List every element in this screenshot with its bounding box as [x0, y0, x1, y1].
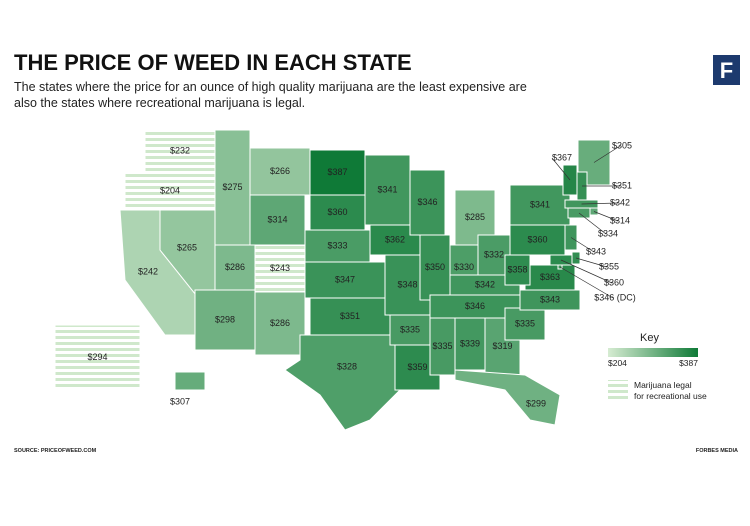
state-label: $319 [492, 341, 512, 351]
state-label: $355 [599, 261, 619, 271]
state [409, 169, 446, 236]
state-label: $294 [87, 352, 107, 362]
state-label: $359 [407, 362, 427, 372]
state-label: $275 [222, 182, 242, 192]
state [304, 229, 371, 263]
state-label: $330 [454, 262, 474, 272]
state [454, 317, 486, 371]
state-label: $363 [540, 272, 560, 282]
leader-line [593, 211, 619, 222]
state-label: $305 [612, 140, 632, 150]
state-label: $307 [170, 396, 190, 406]
state-label: $333 [327, 240, 347, 250]
state-label: $387 [327, 167, 347, 177]
state [124, 171, 216, 211]
state-label: $332 [484, 249, 504, 259]
labels: $232 $204 $242 $275 $266 $314 $265 $286 $243 $298… [87, 140, 635, 408]
state-label: $360 [527, 234, 547, 244]
state-label: $341 [377, 184, 397, 194]
state-label: $346 (DC) [594, 292, 636, 302]
state-label: $298 [215, 314, 235, 324]
state-label: $358 [507, 264, 527, 274]
states [54, 129, 611, 431]
key-legal: for recreational use [634, 391, 707, 401]
key-title: Key [640, 332, 659, 344]
state-label: $341 [530, 199, 550, 209]
state-label: $360 [327, 207, 347, 217]
state-label: $314 [267, 214, 287, 224]
leader-line [578, 212, 607, 235]
state [309, 297, 391, 336]
state-label: $346 [417, 197, 437, 207]
state [309, 194, 366, 231]
state [304, 261, 386, 299]
state [254, 291, 306, 356]
leader-line [575, 257, 608, 268]
state-label: $360 [604, 277, 624, 287]
state-label: $350 [425, 262, 445, 272]
state-label: $299 [526, 398, 546, 408]
state [54, 324, 141, 391]
state-label: $339 [460, 338, 480, 348]
state [174, 371, 206, 391]
subtitle: also the states where recreational marij… [14, 96, 305, 110]
state-label: $328 [337, 361, 357, 371]
state [194, 289, 256, 351]
state-label: $242 [138, 266, 158, 276]
state-label: $265 [177, 242, 197, 252]
state-label: $342 [610, 197, 630, 207]
state [254, 244, 306, 293]
state-label: $351 [340, 311, 360, 321]
state-label: $346 [465, 301, 485, 311]
credit: FORBES MEDIA [696, 448, 738, 454]
state-label: $314 [610, 215, 630, 225]
key-max: $387 [679, 358, 698, 368]
leader-line [570, 237, 595, 253]
state-label: $286 [225, 262, 245, 272]
state-label: $335 [400, 324, 420, 334]
key-legal-swatch [608, 380, 628, 400]
state-label: $362 [385, 234, 405, 244]
leader-line [581, 202, 619, 205]
logo: F [720, 58, 733, 83]
leader-line [560, 259, 613, 284]
state [504, 254, 531, 286]
state-label: $243 [270, 263, 290, 273]
state-label: $347 [335, 274, 355, 284]
state-label: $343 [586, 246, 606, 256]
state [454, 369, 561, 426]
state-label: $351 [612, 180, 632, 190]
state [214, 129, 251, 246]
state [524, 264, 576, 291]
title: THE PRICE OF WEED IN EACH STATE [14, 50, 412, 75]
state-label: $367 [552, 152, 572, 162]
source: SOURCE: PRICEOFWEED.COM [14, 448, 97, 454]
key-legal: Marijuana legal [634, 380, 692, 390]
state [284, 334, 401, 431]
leader-line [593, 145, 621, 163]
state-label: $286 [270, 318, 290, 328]
key-gradient [608, 348, 698, 357]
state-label: $266 [270, 166, 290, 176]
state-label: $348 [397, 279, 417, 289]
state-label: $343 [540, 294, 560, 304]
logo-box [713, 55, 740, 85]
state-label: $232 [170, 145, 190, 155]
state-label: $334 [598, 228, 618, 238]
state-label: $335 [432, 341, 452, 351]
state-label: $204 [160, 185, 180, 195]
subtitle: The states where the price for an ounce … [14, 80, 527, 94]
key-min: $204 [608, 358, 627, 368]
state-label: $342 [475, 279, 495, 289]
state [249, 194, 306, 246]
state-label: $335 [515, 318, 535, 328]
state [144, 129, 216, 173]
state-label: $285 [465, 212, 485, 222]
leader-line [551, 157, 571, 181]
leader-line [559, 266, 614, 299]
